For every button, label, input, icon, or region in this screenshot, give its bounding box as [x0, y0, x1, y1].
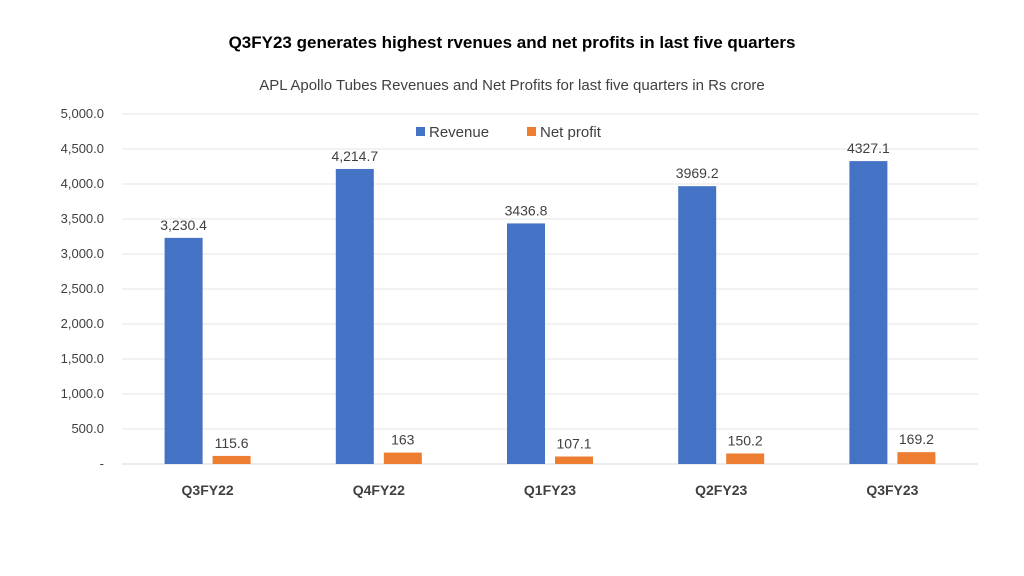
- y-tick-label: 3,000.0: [61, 246, 104, 261]
- y-tick-label: 2,500.0: [61, 281, 104, 296]
- y-tick-label: 4,000.0: [61, 176, 104, 191]
- y-axis-ticks: - 500.0 1,000.0 1,500.0 2,000.0 2,500.0 3,000.…: [61, 106, 104, 471]
- revenue-data-label: 4327.1: [847, 140, 890, 156]
- revenue-bar: [507, 223, 545, 464]
- gridlines: [122, 113, 978, 465]
- legend-net-profit-label: Net profit: [540, 124, 602, 141]
- legend-revenue-label: Revenue: [429, 124, 489, 141]
- y-tick-label: 1,000.0: [61, 386, 104, 401]
- chart-subtitle: APL Apollo Tubes Revenues and Net Profit…: [259, 77, 765, 94]
- y-tick-label: 2,000.0: [61, 316, 104, 331]
- revenue-bar: [849, 161, 888, 464]
- net-profit-data-label: 115.6: [215, 435, 249, 451]
- net-profit-data-label: 163: [391, 432, 415, 448]
- y-tick-label: 4,500.0: [61, 141, 104, 156]
- revenue-data-label: 3969.2: [676, 165, 719, 181]
- net-profit-data-label: 107.1: [556, 436, 591, 452]
- net-profit-data-label: 150.2: [728, 432, 763, 448]
- y-tick-label: 1,500.0: [61, 351, 104, 366]
- x-category-label: Q4FY22: [353, 482, 405, 498]
- revenue-bar: [678, 186, 717, 464]
- y-tick-label: 500.0: [71, 421, 104, 436]
- revenue-data-label: 3436.8: [505, 202, 548, 218]
- net-profit-bar: [726, 453, 765, 464]
- x-category-label: Q3FY23: [866, 482, 918, 498]
- revenue-data-label: 3,230.4: [160, 217, 207, 233]
- legend-revenue-swatch: [416, 127, 425, 136]
- revenue-data-label: 4,214.7: [331, 148, 378, 164]
- net-profit-data-label: 169.2: [899, 431, 934, 447]
- legend: Revenue Net profit: [416, 124, 602, 141]
- net-profit-bar: [897, 452, 936, 464]
- chart-title: Q3FY23 generates highest rvenues and net…: [228, 33, 796, 52]
- y-tick-label: -: [100, 456, 104, 471]
- y-tick-label: 3,500.0: [61, 211, 104, 226]
- legend-net-profit-swatch: [527, 127, 536, 136]
- y-tick-label: 5,000.0: [61, 106, 104, 121]
- net-profit-bar: [383, 452, 422, 464]
- net-profit-bar: [212, 455, 251, 464]
- x-category-label: Q1FY23: [524, 482, 576, 498]
- x-category-label: Q3FY22: [182, 482, 234, 498]
- net-profit-bar: [555, 456, 593, 464]
- revenue-bar: [164, 237, 203, 464]
- x-axis-categories: Q3FY22 Q4FY22 Q1FY23 Q2FY23 Q3FY23: [182, 482, 919, 498]
- bars: [164, 161, 936, 464]
- data-labels: 3,230.4 115.6 4,214.7 163 3436.8 107.1 3969.2 1…: [160, 140, 934, 451]
- revenue-bar: [335, 168, 374, 464]
- x-category-label: Q2FY23: [695, 482, 747, 498]
